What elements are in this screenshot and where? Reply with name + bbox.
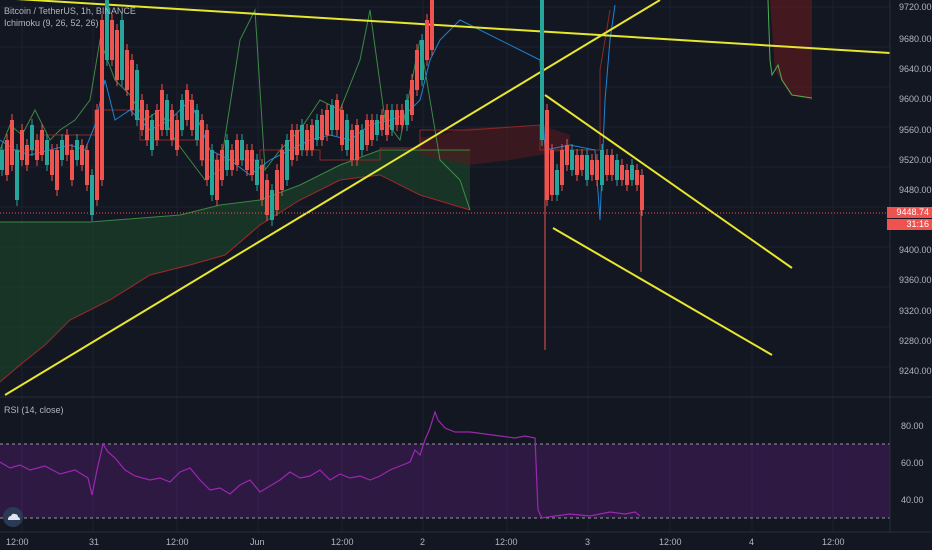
price-tick: 9360.00 — [899, 275, 932, 285]
price-tick: 9680.00 — [899, 34, 932, 44]
ichimoku-legend[interactable]: Ichimoku (9, 26, 52, 26) — [4, 18, 99, 28]
time-tick: 12:00 — [331, 537, 354, 547]
time-tick: 3 — [585, 537, 591, 547]
time-tick: 4 — [749, 537, 755, 547]
time-tick: 12:00 — [6, 537, 29, 547]
time-tick: Jun — [250, 537, 265, 547]
price-tick: 9240.00 — [899, 366, 932, 376]
rsi-tick: 80.00 — [901, 421, 924, 431]
price-tick: 9320.00 — [899, 306, 932, 316]
trendlines[interactable] — [0, 0, 891, 396]
rsi-tick: 40.00 — [901, 495, 924, 505]
time-tick: 12:00 — [166, 537, 189, 547]
rsi-tick: 60.00 — [901, 458, 924, 468]
symbol-legend[interactable]: Bitcoin / TetherUS, 1h, BINANCE — [4, 6, 136, 16]
price-tick: 9560.00 — [899, 125, 932, 135]
upper-trendline — [16, 0, 891, 54]
ascending-trendline — [4, 0, 661, 396]
ichimoku-cloud-red — [420, 125, 570, 165]
tradingview-logo-icon[interactable] — [3, 507, 23, 527]
current-price-tag: 9448.74 — [887, 207, 932, 218]
price-tick: 9280.00 — [899, 336, 932, 346]
tenkan-sen-right — [767, 0, 813, 99]
price-tick: 9520.00 — [899, 155, 932, 165]
rsi-legend[interactable]: RSI (14, close) — [4, 405, 64, 415]
price-tick: 9400.00 — [899, 245, 932, 255]
time-tick: 31 — [89, 537, 100, 547]
senkou-span-a — [0, 149, 470, 223]
rsi-line — [0, 410, 641, 519]
cloud-icon — [8, 513, 20, 520]
price-tick: 9720.00 — [899, 2, 932, 12]
ichimoku-cloud-red-right — [770, 0, 812, 100]
rsi-band — [0, 444, 890, 518]
time-tick: 12:00 — [659, 537, 682, 547]
time-tick: 12:00 — [495, 537, 518, 547]
price-tick: 9600.00 — [899, 94, 932, 104]
candlesticks — [0, 0, 644, 350]
time-tick: 12:00 — [822, 537, 845, 547]
price-tick: 9480.00 — [899, 185, 932, 195]
channel-upper-line — [544, 94, 793, 269]
countdown-tag: 31:16 — [887, 219, 932, 230]
ichimoku-cloud-green — [0, 150, 470, 382]
time-tick: 2 — [420, 537, 426, 547]
senkou-span-b — [0, 174, 471, 383]
channel-lower-line — [552, 227, 773, 356]
price-tick: 9640.00 — [899, 64, 932, 74]
